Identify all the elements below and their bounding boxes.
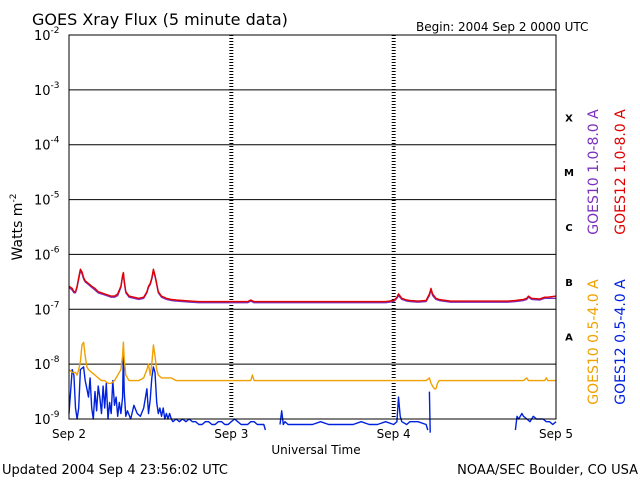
y-tick-exp: -4 bbox=[51, 136, 60, 146]
series-line-4 bbox=[68, 341, 556, 390]
y-tick-base: 10 bbox=[34, 248, 51, 263]
y-tick-label-6: 10-8 bbox=[34, 355, 60, 373]
y-tick-exp: -6 bbox=[51, 245, 60, 255]
legend-entry-2: GOES10 0.5-4.0 A bbox=[586, 279, 602, 405]
legend-entry-3: GOES12 0.5-4.0 A bbox=[613, 279, 629, 405]
y-tick-label-5: 10-7 bbox=[34, 300, 60, 318]
y-tick-exp: -5 bbox=[51, 191, 60, 201]
y-tick-base: 10 bbox=[34, 84, 51, 99]
y-axis-label: Watts m-2 bbox=[9, 194, 26, 261]
x-tick-label-2: Sep 4 bbox=[377, 427, 411, 441]
y-tick-labels: 10-210-310-410-510-610-710-810-9 bbox=[34, 26, 60, 428]
y-tick-base: 10 bbox=[34, 413, 51, 428]
flare-class-m: M bbox=[564, 168, 574, 179]
y-tick-base: 10 bbox=[34, 194, 51, 209]
y-tick-base: 10 bbox=[34, 358, 51, 373]
series-line-5 bbox=[68, 270, 556, 304]
series-line-0 bbox=[68, 349, 267, 431]
y-tick-exp: -7 bbox=[51, 300, 60, 310]
legend-entry-1: GOES12 1.0-8.0 A bbox=[613, 109, 629, 235]
series-line-1 bbox=[279, 396, 429, 431]
credit-label: NOAA/SEC Boulder, CO USA bbox=[457, 463, 638, 478]
chart-title: GOES Xray Flux (5 minute data) bbox=[32, 10, 288, 29]
x-tick-labels: Sep 2 Sep 3 Sep 4 Sep 5 bbox=[52, 427, 573, 441]
updated-timestamp: Updated 2004 Sep 4 23:56:02 UTC bbox=[2, 463, 228, 478]
series-line-2 bbox=[428, 391, 431, 433]
y-tick-base: 10 bbox=[34, 303, 51, 318]
series-line-3 bbox=[514, 412, 557, 431]
flare-class-a: A bbox=[565, 333, 573, 344]
series-layer bbox=[68, 268, 557, 433]
x-axis-label: Universal Time bbox=[271, 443, 360, 457]
legend-entry-0: GOES10 1.0-8.0 A bbox=[586, 109, 602, 235]
flare-class-c: C bbox=[565, 223, 572, 234]
x-tick-label-1: Sep 3 bbox=[214, 427, 248, 441]
y-tick-base: 10 bbox=[34, 29, 51, 44]
y-tick-exp: -9 bbox=[51, 410, 60, 420]
y-axis-label-exponent: -2 bbox=[9, 194, 19, 203]
legend: GOES10 1.0-8.0 A GOES12 1.0-8.0 A GOES10 0… bbox=[586, 109, 629, 405]
svg-text:Watts m-2: Watts m-2 bbox=[9, 194, 26, 261]
y-tick-exp: -2 bbox=[51, 26, 60, 36]
flare-class-x: X bbox=[565, 113, 573, 124]
gridlines bbox=[69, 89, 556, 365]
series-line-6 bbox=[68, 268, 557, 303]
y-tick-label-2: 10-4 bbox=[34, 136, 60, 154]
flare-class-b: B bbox=[565, 278, 573, 289]
y-axis-label-text: Watts m bbox=[10, 203, 26, 261]
flare-class-labels: X M C B A bbox=[564, 113, 574, 343]
y-tick-exp: -8 bbox=[51, 355, 60, 365]
y-tick-label-4: 10-6 bbox=[34, 245, 60, 263]
plot-frame bbox=[68, 34, 557, 420]
day-tick-marks bbox=[229, 35, 396, 419]
y-tick-label-7: 10-9 bbox=[34, 410, 60, 428]
y-tick-label-3: 10-5 bbox=[34, 191, 60, 209]
y-tick-label-0: 10-2 bbox=[34, 26, 60, 44]
y-tick-exp: -3 bbox=[51, 81, 60, 91]
y-tick-base: 10 bbox=[34, 139, 51, 154]
begin-label: Begin: 2004 Sep 2 0000 UTC bbox=[416, 20, 588, 34]
x-tick-label-0: Sep 2 bbox=[52, 427, 86, 441]
y-tick-label-1: 10-3 bbox=[34, 81, 60, 99]
x-tick-label-3: Sep 5 bbox=[539, 427, 573, 441]
